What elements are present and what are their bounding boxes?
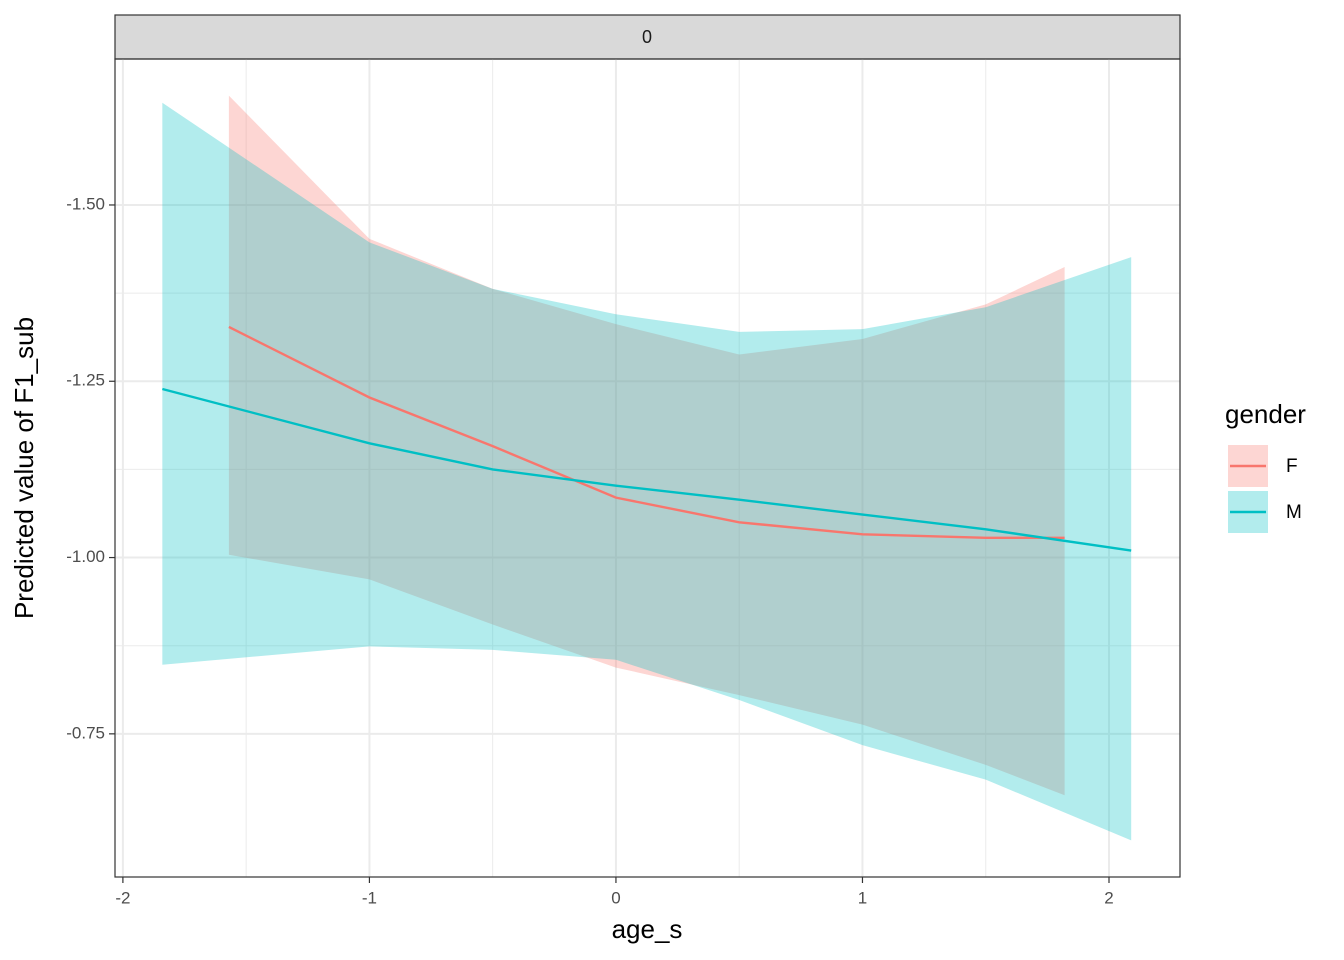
axes: -1.50 -1.25 -1.00 -0.75 -2 -1 0 1 2 — [66, 194, 1113, 907]
marks — [162, 95, 1132, 841]
line — [228, 325, 1065, 540]
y-tick-label: -1.00 — [66, 547, 105, 566]
y-axis-title: Predicted value of F1_sub — [9, 317, 39, 619]
legend-label: F — [1286, 456, 1298, 477]
x-tick-label: 1 — [858, 888, 867, 907]
confidence-band — [162, 102, 1132, 841]
legend-title: gender — [1225, 399, 1306, 429]
y-tick-label: -0.75 — [66, 723, 105, 742]
y-tick-label: -1.25 — [66, 371, 105, 390]
y-tick-label: -1.50 — [66, 194, 105, 213]
legend-label: M — [1286, 502, 1302, 523]
confidence-band — [228, 95, 1065, 796]
x-tick-label: 2 — [1104, 888, 1113, 907]
line — [162, 387, 1132, 552]
grid — [115, 59, 1180, 877]
x-tick-label: -2 — [115, 888, 130, 907]
facet-strip — [114, 14, 1181, 60]
x-tick-label: 0 — [611, 888, 620, 907]
x-tick-label: -1 — [362, 888, 377, 907]
x-axis-title: age_s — [612, 914, 683, 944]
legend: FM — [1228, 445, 1302, 533]
panel-border — [114, 58, 1181, 878]
facet-label: 0 — [642, 27, 652, 47]
